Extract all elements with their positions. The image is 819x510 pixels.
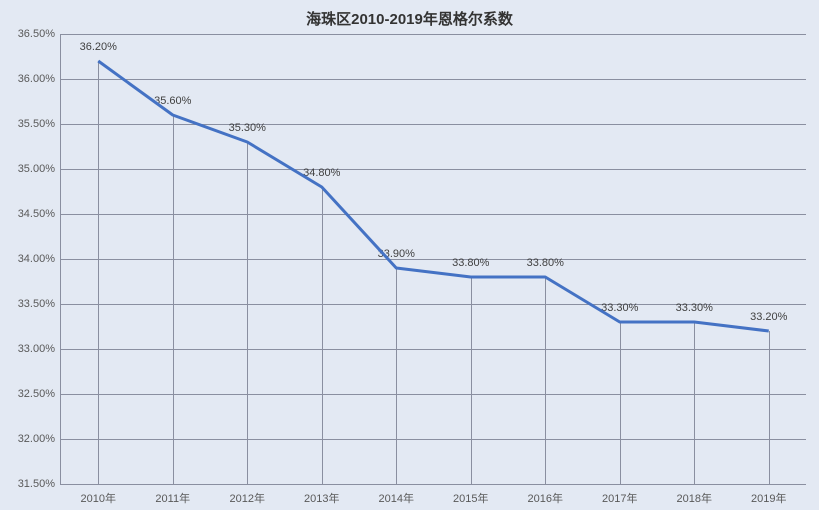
- line-series: [61, 34, 806, 484]
- y-tick-label: 36.50%: [18, 28, 55, 40]
- y-tick-label: 32.00%: [18, 433, 55, 445]
- y-tick-label: 35.00%: [18, 163, 55, 175]
- chart-title: 海珠区2010-2019年恩格尔系数: [0, 8, 819, 29]
- y-tick-label: 36.00%: [18, 73, 55, 85]
- x-tick-label: 2014年: [379, 490, 414, 506]
- y-tick-label: 34.50%: [18, 208, 55, 220]
- y-tick-label: 32.50%: [18, 388, 55, 400]
- y-tick-label: 35.50%: [18, 118, 55, 130]
- x-tick-label: 2019年: [751, 490, 786, 506]
- y-tick-label: 31.50%: [18, 478, 55, 490]
- x-tick-label: 2015年: [453, 490, 488, 506]
- y-tick-label: 33.00%: [18, 343, 55, 355]
- y-tick-label: 33.50%: [18, 298, 55, 310]
- x-tick-label: 2016年: [528, 490, 563, 506]
- chart-container: 海珠区2010-2019年恩格尔系数 31.50%32.00%32.50%33.…: [0, 0, 819, 510]
- x-tick-label: 2012年: [230, 490, 265, 506]
- x-tick-label: 2010年: [81, 490, 116, 506]
- x-tick-label: 2011年: [155, 490, 190, 506]
- y-tick-label: 34.00%: [18, 253, 55, 265]
- gridline: [61, 484, 806, 485]
- x-tick-label: 2018年: [677, 490, 712, 506]
- x-tick-label: 2013年: [304, 490, 339, 506]
- plot-area: 31.50%32.00%32.50%33.00%33.50%34.00%34.5…: [60, 34, 806, 485]
- x-tick-label: 2017年: [602, 490, 637, 506]
